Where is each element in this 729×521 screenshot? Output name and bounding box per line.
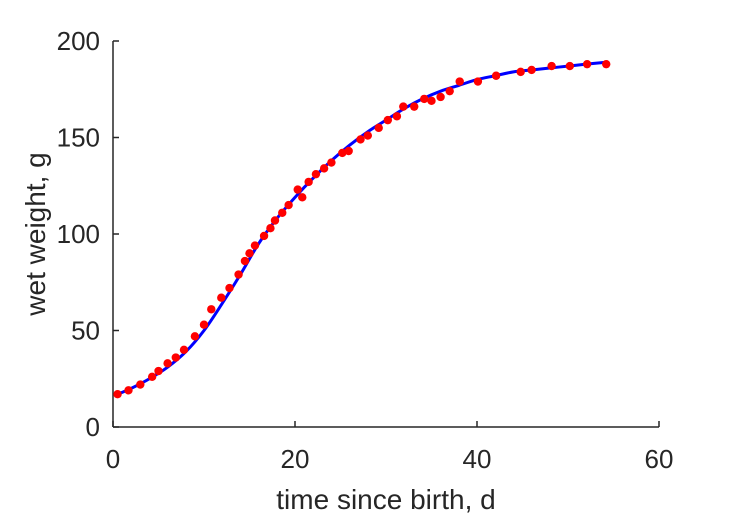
data-point: [124, 386, 133, 395]
data-point: [356, 135, 365, 144]
data-point: [259, 231, 269, 241]
data-point: [199, 320, 209, 329]
data-point: [190, 332, 200, 341]
data-point: [582, 59, 592, 69]
data-point: [445, 86, 454, 96]
data-point: [171, 353, 180, 362]
data-point: [363, 131, 372, 140]
data-point: [234, 270, 243, 279]
data-point: [565, 61, 575, 71]
data-point: [250, 241, 260, 250]
data-point: [383, 115, 393, 125]
data-point: [319, 164, 329, 173]
data-point: [311, 169, 321, 179]
data-point: [147, 372, 157, 382]
axes: 0 20 40 60 0 50 100 150 200: [57, 26, 674, 474]
x-tick-label: 40: [463, 444, 492, 474]
data-point: [473, 77, 483, 86]
y-axis-label: wet weight, g: [20, 152, 51, 316]
data-point: [420, 94, 429, 104]
data-point: [298, 193, 307, 202]
data-point: [602, 59, 611, 69]
data-point: [217, 293, 226, 302]
data-point: [427, 96, 436, 106]
y-tick-label: 0: [86, 412, 100, 442]
data-point: [113, 389, 122, 399]
data-point: [240, 256, 250, 266]
data-point: [491, 71, 501, 80]
data-point: [163, 359, 172, 368]
data-point: [278, 208, 287, 217]
data-point: [154, 366, 163, 376]
y-tick-label: 200: [57, 26, 100, 56]
data-point: [327, 158, 336, 167]
data-point: [270, 216, 280, 225]
data-point: [245, 249, 254, 258]
data-point: [304, 177, 313, 187]
data-point: [207, 305, 216, 314]
data-point: [284, 200, 293, 210]
data-point: [293, 185, 302, 194]
data-point: [436, 92, 445, 102]
data-point: [516, 67, 525, 77]
x-tick-label: 0: [106, 444, 120, 474]
data-point: [338, 148, 347, 158]
series-layer: [113, 59, 611, 399]
data-point: [399, 102, 408, 111]
data-point: [547, 61, 556, 71]
data-point: [392, 112, 402, 121]
y-ticks: 0 50 100 150 200: [57, 26, 119, 442]
y-tick-label: 150: [57, 123, 100, 153]
data-point: [179, 345, 189, 354]
x-axis-label: time since birth, d: [276, 484, 495, 515]
fit-line: [116, 60, 607, 396]
data-point: [344, 146, 353, 156]
y-tick-label: 50: [71, 316, 100, 346]
data-point: [410, 102, 419, 111]
data-point: [136, 380, 145, 389]
data-point: [527, 65, 536, 75]
y-tick-label: 100: [57, 219, 100, 249]
data-point: [374, 123, 383, 133]
x-tick-label: 20: [281, 444, 310, 474]
x-ticks: 0 20 40 60: [106, 421, 674, 474]
data-point: [225, 283, 234, 293]
data-point: [266, 224, 275, 233]
data-point: [455, 77, 464, 86]
x-tick-label: 60: [645, 444, 674, 474]
